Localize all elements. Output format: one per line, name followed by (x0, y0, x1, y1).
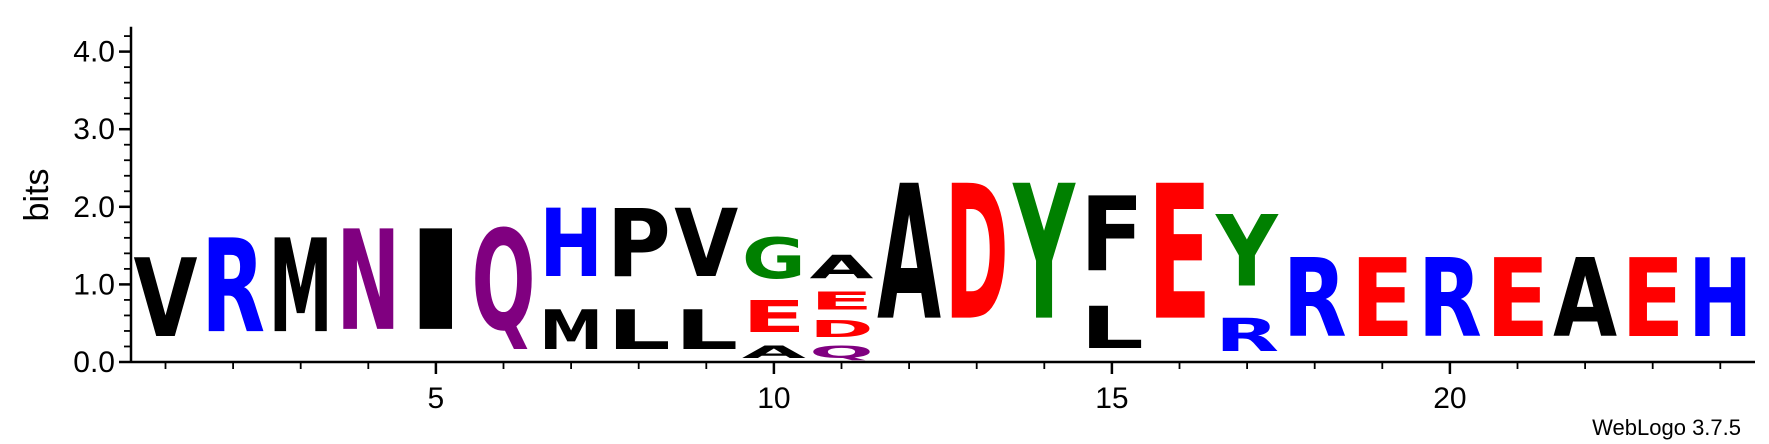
logo-letter-L-pos-15: L (1080, 295, 1144, 362)
logo-letter-Q-pos-6: Q (472, 202, 536, 362)
logo-letter-E-pos-23: E (1621, 236, 1685, 362)
logo-letter-A-pos-22: A (1553, 236, 1617, 362)
logo-letter-Y-pos-17: Y (1215, 195, 1279, 309)
chart-axes: 0.0 1.0 2.0 3.0 4.0 bits 5 10 15 20 (18, 26, 1755, 415)
logo-letter-D-pos-13: D (945, 147, 1009, 362)
x-tick-label: 5 (428, 382, 445, 415)
x-tick-label: 15 (1095, 382, 1128, 415)
logo-letter-E-pos-21: E (1486, 236, 1550, 362)
logo-letter-R-pos-18: R (1283, 236, 1347, 362)
y-tick-label: 0.0 (73, 346, 115, 379)
logo-letter-F-pos-15: F (1080, 176, 1144, 295)
logo-letter-P-pos-8: P (607, 190, 671, 299)
y-tick-label: 1.0 (73, 268, 115, 301)
y-tick-label: 3.0 (73, 113, 115, 146)
logo-letter-R-pos-20: R (1418, 236, 1482, 362)
logo-letter-V-pos-1: V (134, 236, 198, 362)
logo-letter-G-pos-10: G (742, 226, 806, 291)
x-tick-label: 20 (1433, 382, 1466, 415)
logo-letter-D-pos-11: D (810, 316, 874, 343)
logo-letter-E-pos-19: E (1350, 236, 1414, 362)
logo-letter-E-pos-10: E (742, 292, 806, 343)
logo-letter-A-pos-11: A (810, 249, 875, 286)
y-tick-label: 4.0 (73, 36, 115, 69)
logo-letter-A-pos-10: A (742, 343, 806, 362)
y-axis-label: bits (18, 169, 56, 222)
logo-letter-R-pos-2: R (201, 211, 265, 362)
logo-letter-M-pos-7: M (539, 300, 603, 363)
logo-letter-E-pos-16: E (1148, 146, 1212, 362)
logo-letter-H-pos-24: H (1688, 237, 1752, 363)
y-tick-label: 2.0 (73, 191, 115, 224)
logo-letter-A-pos-12: A (877, 146, 941, 362)
logo-letter-V-pos-9: V (674, 189, 738, 298)
logo-letter-M-pos-3: M (269, 212, 333, 361)
logo-letter-Y-pos-14: Y (1012, 146, 1076, 362)
logo-letter-H-pos-7: H (539, 191, 603, 299)
logo-letter-Q-pos-11: Q (810, 343, 874, 362)
logo-letter-I-pos-5: I (404, 201, 468, 362)
logo-letter-E-pos-11: E (810, 286, 874, 315)
logo-letter-L-pos-8: L (607, 299, 671, 362)
logo-letter-L-pos-9: L (674, 299, 738, 362)
weblogo-credit: WebLogo 3.7.5 (1592, 415, 1741, 440)
x-tick-label: 10 (757, 382, 790, 415)
logo-letter-N-pos-4: N (336, 201, 400, 362)
logo-letter-R-pos-17: R (1215, 309, 1279, 362)
